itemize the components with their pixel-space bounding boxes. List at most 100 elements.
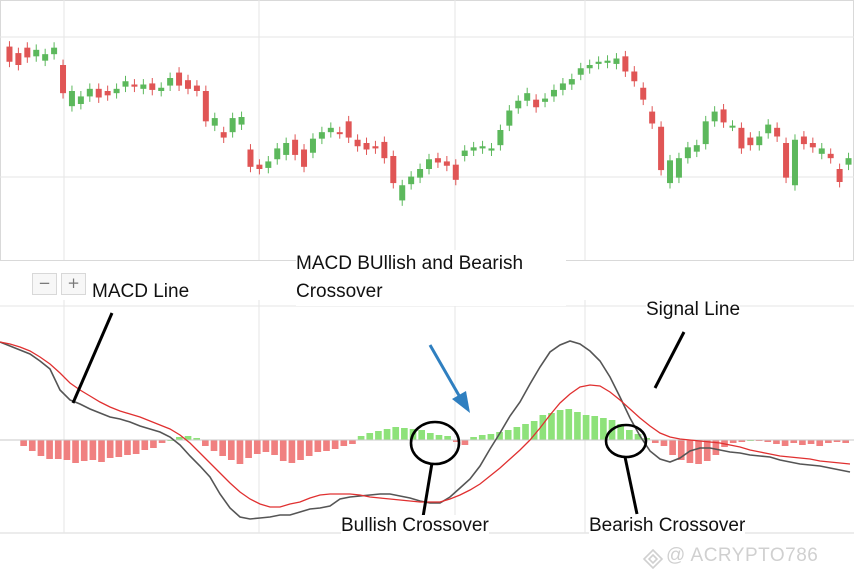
candle-body <box>443 161 450 166</box>
candle-body <box>417 169 424 178</box>
watermark-logo-icon <box>642 548 664 570</box>
histogram-bar <box>634 434 642 440</box>
candle-body <box>693 145 700 152</box>
histogram-bar <box>435 435 443 440</box>
price-panel-frame <box>0 0 854 261</box>
candle-body <box>738 127 745 149</box>
candle-body <box>613 58 620 64</box>
candle-body <box>327 127 334 133</box>
candle-body <box>33 49 40 57</box>
annotation-overlays <box>71 312 686 518</box>
candle-body <box>729 125 736 128</box>
price-candlesticks <box>6 41 852 206</box>
histogram-bar <box>349 440 356 444</box>
bearish-crossover-circle <box>604 423 648 459</box>
bearish-crossover-pointer <box>623 456 639 515</box>
candle-body <box>345 121 352 138</box>
candle-body <box>274 148 281 160</box>
histogram-bar <box>582 415 590 440</box>
histogram-bar <box>600 418 607 440</box>
candle-body <box>408 176 415 185</box>
candle-body <box>77 96 84 104</box>
histogram-bar <box>548 413 555 440</box>
candle-body <box>497 130 504 146</box>
candle-body <box>809 143 816 148</box>
candle-body <box>184 80 191 89</box>
candle-body <box>256 164 263 169</box>
zoom-in-button[interactable]: + <box>61 273 86 295</box>
histogram-bar <box>271 440 278 455</box>
candle-body <box>640 87 647 100</box>
candle-body <box>363 143 370 150</box>
histogram-bar <box>470 437 477 440</box>
histogram-bar <box>210 440 218 451</box>
histogram-bar <box>444 436 451 440</box>
histogram-bar <box>80 440 88 461</box>
candle-body <box>622 56 629 72</box>
signal-line-pointer <box>653 331 686 389</box>
histogram-bar <box>556 410 564 440</box>
histogram-bar <box>28 440 36 451</box>
candle-body <box>220 132 227 138</box>
bearish-crossover-annotation: Bearish Crossover <box>589 515 746 537</box>
watermark: @ ACRYPTO786 <box>666 545 819 566</box>
candle-body <box>783 143 790 178</box>
histogram-bar <box>703 440 711 461</box>
histogram-bar <box>574 412 581 440</box>
histogram-bar <box>150 440 157 448</box>
histogram-bar <box>539 415 547 440</box>
histogram-bar <box>418 430 425 440</box>
candle-body <box>86 88 93 97</box>
candle-body <box>577 68 584 75</box>
candle-body <box>452 164 459 180</box>
histogram-bar <box>513 427 521 440</box>
candle-body <box>559 83 566 90</box>
bullish-crossover-annotation: Bullish Crossover <box>341 515 489 537</box>
candle-body <box>488 148 495 151</box>
candle-body <box>283 143 290 155</box>
candle-body <box>515 100 522 109</box>
candle-body <box>774 127 781 137</box>
histogram-bar <box>807 440 815 444</box>
histogram-bar <box>504 430 512 440</box>
histogram-bar <box>660 440 668 446</box>
histogram-bar <box>790 440 798 443</box>
histogram-bar <box>89 440 97 460</box>
histogram-bar <box>530 421 538 440</box>
histogram-bar <box>20 440 27 446</box>
histogram-bar <box>176 437 183 440</box>
histogram-bar <box>729 440 737 443</box>
histogram-bar <box>799 440 806 445</box>
histogram-bar <box>141 440 149 450</box>
candle-body <box>60 65 67 94</box>
histogram-bar <box>357 436 365 440</box>
histogram-bar <box>219 440 226 456</box>
macd-line-pointer <box>71 312 114 404</box>
candle-body <box>818 148 825 154</box>
histogram-bar <box>496 432 503 440</box>
histogram-bar <box>487 434 495 440</box>
candle-body <box>542 98 549 102</box>
macd-histogram <box>3 409 849 464</box>
histogram-bar <box>427 433 434 440</box>
histogram-bar <box>781 440 789 446</box>
histogram-bar <box>132 440 140 454</box>
histogram-bar <box>323 440 330 451</box>
candle-body <box>711 111 718 122</box>
histogram-bar <box>54 440 62 459</box>
histogram-bar <box>184 436 192 440</box>
candle-body <box>381 141 388 159</box>
candle-body <box>202 91 209 122</box>
zoom-out-button[interactable]: − <box>32 273 57 295</box>
histogram-bar <box>591 416 599 440</box>
candle-body <box>658 126 665 171</box>
histogram-bar <box>816 440 824 446</box>
candle-body <box>702 121 709 145</box>
candle-body <box>399 185 406 201</box>
candle-body <box>675 158 682 178</box>
candle-body <box>479 146 486 149</box>
candle-body <box>747 137 754 146</box>
candle-body <box>24 47 31 58</box>
histogram-bar <box>288 440 296 463</box>
histogram-bar <box>158 440 166 443</box>
